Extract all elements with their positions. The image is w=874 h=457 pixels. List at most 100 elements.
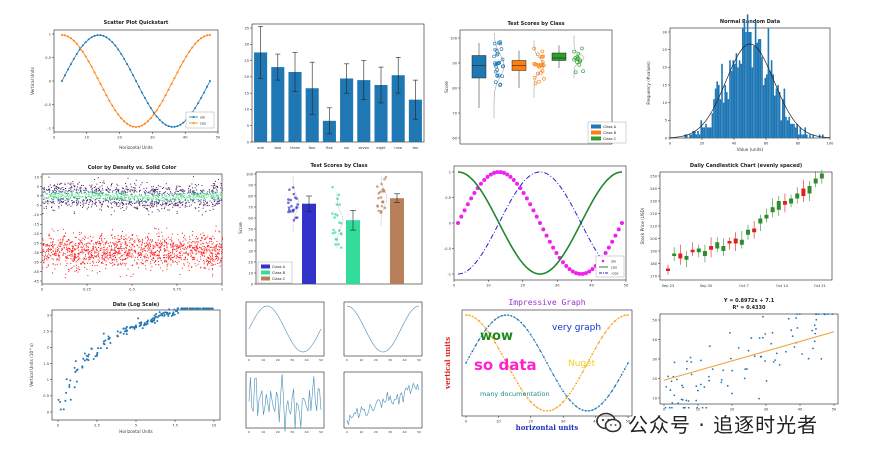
solid-point — [218, 245, 220, 247]
solid-point — [90, 253, 92, 255]
density-point — [140, 184, 142, 186]
box-Class A — [471, 55, 487, 79]
density-point — [178, 185, 180, 187]
density-point — [60, 197, 62, 199]
density-point — [52, 201, 54, 203]
data-point-Class A — [495, 74, 500, 78]
point-cos — [105, 94, 108, 97]
data-point — [820, 357, 823, 360]
solid-point — [103, 258, 105, 260]
solid-point — [75, 237, 77, 239]
data-point-Class C — [580, 46, 584, 51]
solid-point — [178, 261, 180, 263]
solid-point — [145, 245, 147, 247]
density-point — [131, 204, 133, 206]
solid-point — [98, 259, 100, 261]
candle-body — [789, 198, 794, 204]
density-point — [124, 194, 126, 196]
density-point — [207, 193, 209, 195]
solid-point — [121, 242, 123, 244]
point-sin — [617, 379, 620, 382]
density-point — [197, 195, 199, 197]
solid-point — [80, 262, 82, 264]
density-point — [190, 190, 192, 192]
density-point — [120, 193, 122, 195]
density-point — [88, 203, 90, 205]
solid-point — [48, 256, 50, 258]
density-point — [117, 206, 119, 208]
solid-point — [138, 239, 140, 241]
data-point-Class C — [381, 200, 385, 203]
solid-point — [130, 255, 132, 257]
density-point — [116, 194, 118, 196]
density-point — [181, 201, 183, 203]
density-point — [216, 188, 218, 190]
category-label: four — [309, 146, 317, 150]
solid-point — [167, 256, 169, 258]
data-point — [161, 312, 164, 315]
density-point — [100, 190, 102, 192]
point-sin — [81, 44, 84, 47]
y-tick-label: 100 — [246, 172, 254, 176]
solid-point — [211, 254, 213, 256]
point-sin — [149, 107, 152, 110]
density-point — [111, 207, 113, 209]
solid-point — [183, 237, 185, 239]
density-point — [172, 206, 174, 208]
solid-point — [152, 245, 154, 247]
data-point — [687, 400, 690, 402]
density-point — [212, 190, 214, 192]
solid-point — [141, 238, 143, 240]
density-point — [208, 205, 210, 207]
solid-point — [210, 264, 212, 266]
y-tick-label: 230 — [650, 199, 658, 203]
solid-point — [182, 247, 184, 249]
density-point — [206, 193, 208, 195]
density-point — [174, 192, 176, 194]
density-point — [180, 195, 182, 197]
solid-point — [118, 257, 120, 259]
point-cos — [81, 50, 84, 53]
solid-point — [62, 228, 64, 230]
solid-point — [77, 247, 79, 249]
solid-point — [203, 249, 205, 251]
solid-point — [117, 238, 119, 240]
density-point — [191, 192, 193, 194]
chart-bar-errors: 35 30 25 20 15 10 5 0 one two three four five six seve… — [234, 20, 428, 156]
solid-point — [209, 240, 211, 242]
data-point-Class B — [537, 79, 541, 84]
density-point — [160, 198, 162, 200]
point-cos — [137, 125, 140, 128]
point-cos — [481, 323, 484, 326]
plot-frame — [459, 29, 613, 145]
x-tick-label: 0 — [663, 408, 666, 412]
solid-point — [203, 247, 205, 249]
point-sin — [170, 125, 173, 128]
density-point — [83, 189, 85, 191]
density-point — [121, 191, 123, 193]
solid-point — [116, 261, 118, 263]
density-point — [150, 204, 152, 206]
data-point — [135, 326, 138, 329]
point-cos — [536, 406, 539, 409]
solid-point — [48, 251, 50, 253]
y-tick-label: -45 — [33, 279, 39, 283]
series-line-cos — [457, 171, 623, 275]
solid-point — [215, 244, 217, 246]
solid-point — [48, 234, 50, 236]
density-point — [63, 197, 65, 199]
data-point — [105, 347, 108, 350]
density-point — [179, 186, 181, 188]
solid-point — [150, 263, 152, 265]
density-point — [193, 192, 195, 194]
density-point — [42, 191, 44, 193]
density-point — [164, 198, 166, 200]
solid-point — [109, 251, 111, 253]
point-sin — [567, 267, 572, 272]
density-point — [42, 213, 44, 215]
point-sin — [606, 245, 611, 250]
density-point — [58, 190, 60, 192]
solid-point — [62, 240, 64, 242]
point-cos — [549, 409, 552, 412]
solid-point — [100, 237, 102, 239]
